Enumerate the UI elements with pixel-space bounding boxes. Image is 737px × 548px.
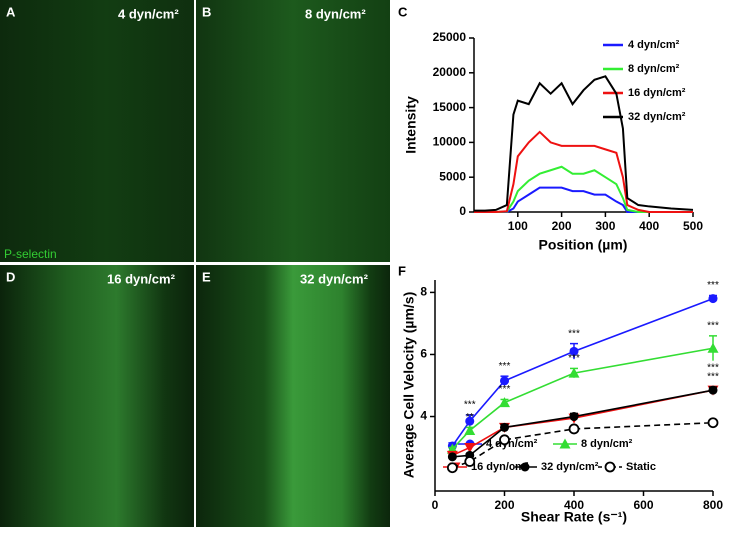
panel-letter: D: [6, 269, 15, 284]
marker: [464, 456, 476, 467]
panel-label: 16 dyn/cm²: [107, 271, 176, 286]
y-tick-label: 0: [459, 204, 466, 218]
y-tick-label: 4: [420, 409, 427, 423]
x-tick-label: 800: [703, 498, 723, 512]
x-tick-label: 500: [683, 219, 703, 233]
y-tick-label: 25000: [433, 30, 467, 44]
panel-label: 4 dyn/cm²: [118, 6, 179, 21]
y-tick-label: 10000: [433, 135, 467, 149]
marker: [707, 342, 719, 353]
legend-label: 16 dyn/cm²: [628, 87, 686, 99]
x-tick-label: 600: [633, 498, 653, 512]
x-tick-label: 400: [564, 498, 584, 512]
micrograph: [0, 265, 194, 527]
marker: [446, 462, 458, 474]
significance-label: **: [466, 412, 474, 423]
significance-label: ***: [707, 363, 719, 374]
marker: [569, 346, 579, 356]
data-line: [474, 75, 694, 212]
significance-label: ***: [499, 384, 511, 395]
stain-label: P-selectin: [4, 247, 57, 261]
marker: [708, 385, 718, 395]
marker: [568, 423, 580, 435]
marker: [447, 452, 457, 462]
x-tick-label: 0: [432, 498, 439, 512]
significance-label: ***: [707, 372, 719, 383]
marker: [499, 397, 510, 408]
y-tick-label: 20000: [433, 65, 467, 79]
marker: [520, 462, 530, 472]
y-tick-label: 8: [420, 285, 427, 299]
legend-label: 4 dyn/cm²: [486, 438, 538, 450]
marker: [568, 367, 580, 378]
y-tick-label: 6: [420, 347, 427, 361]
marker: [604, 461, 616, 473]
panel-letter: E: [202, 269, 211, 284]
significance-label: ***: [707, 280, 719, 291]
legend-label: 4 dyn/cm²: [628, 39, 680, 51]
legend-label: 16 dyn/cm²: [471, 461, 529, 473]
panel-label: 8 dyn/cm²: [305, 6, 366, 21]
marker: [464, 443, 476, 454]
legend-label: Static: [626, 461, 656, 473]
legend-label: 32 dyn/cm²: [541, 461, 599, 473]
panel-label: 32 dyn/cm²: [300, 271, 369, 286]
legend-label: 32 dyn/cm²: [628, 111, 686, 123]
marker: [707, 417, 719, 429]
data-line: [452, 421, 714, 469]
x-tick-label: 200: [552, 219, 572, 233]
x-axis-label: Shear Rate (s⁻¹): [521, 509, 627, 525]
x-tick-label: 100: [508, 219, 528, 233]
panel-letter: A: [6, 4, 16, 19]
legend-label: 8 dyn/cm²: [581, 438, 633, 450]
significance-label: ***: [707, 320, 719, 331]
y-axis-label: Average Cell Velocity (µm/s): [401, 292, 417, 479]
x-tick-label: 200: [494, 498, 514, 512]
x-tick-label: 400: [639, 219, 659, 233]
significance-label: ***: [464, 400, 476, 411]
micrograph: [196, 0, 390, 262]
marker: [569, 412, 579, 422]
significance-label: ***: [568, 328, 580, 339]
marker: [465, 416, 475, 426]
x-axis-label: Position (µm): [539, 237, 628, 253]
significance-label: ***: [568, 353, 580, 364]
significance-label: ***: [499, 361, 511, 372]
marker: [464, 424, 476, 435]
y-tick-label: 5000: [439, 169, 466, 183]
panel-letter: C: [398, 4, 408, 19]
data-line: [474, 165, 693, 213]
marker: [500, 422, 509, 432]
y-tick-label: 15000: [433, 100, 467, 114]
legend-label: 8 dyn/cm²: [628, 63, 680, 75]
marker: [708, 294, 718, 304]
micrograph: [196, 265, 390, 527]
panel-letter: B: [202, 4, 211, 19]
y-axis-label: Intensity: [403, 96, 419, 154]
x-tick-label: 300: [595, 219, 615, 233]
marker: [559, 438, 571, 449]
panel-letter: F: [398, 263, 406, 278]
data-line: [474, 130, 693, 213]
micrograph: [0, 0, 194, 262]
marker: [500, 376, 509, 386]
marker: [499, 434, 510, 446]
